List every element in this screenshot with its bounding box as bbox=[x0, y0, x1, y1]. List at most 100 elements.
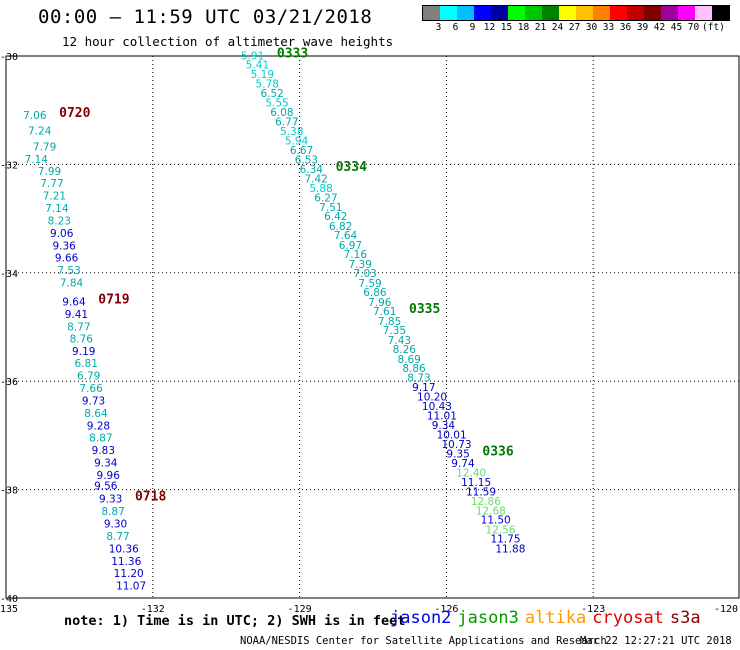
wave-height-value: 7.06 bbox=[23, 110, 47, 122]
wave-height-value: 10.20 bbox=[417, 392, 447, 404]
satellite-pass-track: 9.649.418.778.769.196.816.797.669.738.64… bbox=[62, 292, 129, 492]
wave-height-value: 10.01 bbox=[437, 430, 467, 442]
wave-height-value: 8.26 bbox=[393, 344, 417, 356]
wave-height-value: 6.42 bbox=[324, 211, 347, 223]
satellite-name-altika: altika bbox=[524, 608, 587, 628]
map-frame bbox=[5, 55, 740, 599]
wave-height-value: 6.53 bbox=[295, 154, 318, 166]
satellite-name-jason2: jason2 bbox=[390, 608, 452, 628]
wave-height-value: 7.59 bbox=[358, 278, 381, 290]
color-scale-legend bbox=[422, 5, 730, 21]
wave-height-value: 7.39 bbox=[349, 259, 372, 271]
page-title: 00:00 — 11:59 UTC 03/21/2018 bbox=[38, 6, 373, 28]
legend-tick-label: 12 bbox=[483, 22, 496, 33]
legend-tick-label: 3 bbox=[435, 22, 442, 33]
legend-tick-label: 9 bbox=[469, 22, 476, 33]
credit-text: NOAA/NESDIS Center for Satellite Applica… bbox=[240, 635, 607, 647]
satellite-name-jason3: jason3 bbox=[457, 608, 519, 628]
wave-height-value: 12.86 bbox=[471, 496, 501, 508]
wave-height-value: 5.19 bbox=[251, 69, 274, 81]
wave-height-value: 6.79 bbox=[77, 371, 100, 383]
wave-height-value: 8.69 bbox=[397, 354, 420, 366]
wave-height-value: 7.14 bbox=[25, 154, 49, 166]
wave-height-value: 9.28 bbox=[87, 420, 110, 432]
wave-height-value: 11.59 bbox=[466, 487, 496, 499]
wave-height-value: 9.33 bbox=[99, 494, 122, 506]
wave-height-value: 10.36 bbox=[109, 543, 139, 555]
wave-height-value: 9.34 bbox=[94, 457, 118, 469]
wave-height-value: 6.67 bbox=[290, 145, 313, 157]
lon-tick-label: -126 bbox=[434, 604, 458, 615]
wave-height-value: 9.73 bbox=[82, 396, 105, 408]
legend-swatch bbox=[542, 6, 559, 20]
wave-height-value: 12.56 bbox=[486, 525, 516, 537]
legend-tick-label: 27 bbox=[568, 22, 581, 33]
wave-height-value: 10.73 bbox=[442, 439, 472, 451]
wave-height-value: 7.84 bbox=[60, 277, 84, 289]
satellite-pass-track: 5.915.415.195.786.525.556.086.775.385.94… bbox=[241, 46, 318, 166]
wave-height-value: 12.68 bbox=[476, 506, 506, 518]
wave-height-value: 11.36 bbox=[111, 556, 141, 568]
legend-swatch bbox=[593, 6, 610, 20]
satellite-name-cryosat: cryosat bbox=[592, 608, 664, 628]
lat-tick-label: -38 bbox=[0, 486, 18, 497]
generated-timestamp: Mar 22 12:27:21 UTC 2018 bbox=[580, 635, 732, 647]
wave-height-value: 7.14 bbox=[45, 203, 69, 215]
lon-tick-label: -135 bbox=[0, 604, 18, 615]
legend-swatch bbox=[610, 6, 627, 20]
legend-swatch bbox=[491, 6, 508, 20]
wave-height-value: 9.06 bbox=[50, 228, 74, 240]
legend-tick-label: 45 bbox=[670, 22, 683, 33]
wave-height-value: 7.64 bbox=[334, 230, 358, 242]
wave-height-value: 7.51 bbox=[319, 202, 342, 214]
wave-height-value: 9.83 bbox=[92, 445, 115, 457]
page-subtitle: 12 hour collection of altimeter wave hei… bbox=[62, 34, 394, 49]
wave-height-value: 7.24 bbox=[28, 126, 52, 138]
wave-height-value: 7.96 bbox=[368, 297, 392, 309]
wave-height-value: 5.55 bbox=[265, 97, 288, 109]
wave-height-value: 11.50 bbox=[481, 515, 511, 527]
satellite-pass-track: 7.617.857.357.438.268.698.868.739.1710.2… bbox=[373, 302, 472, 451]
wave-height-value: 5.94 bbox=[285, 135, 309, 147]
lon-tick-label: -123 bbox=[581, 604, 605, 615]
legend-tick-label: 39 bbox=[636, 22, 649, 33]
wave-height-value: 9.41 bbox=[65, 309, 88, 321]
lat-tick-label: -40 bbox=[0, 594, 18, 605]
wave-height-value: 9.17 bbox=[412, 382, 435, 394]
satellite-name-s3a: s3a bbox=[669, 608, 701, 628]
wave-height-value: 7.21 bbox=[43, 191, 66, 203]
wave-height-value: 9.34 bbox=[432, 420, 456, 432]
wave-height-value: 11.75 bbox=[490, 534, 520, 546]
wave-height-value: 7.16 bbox=[344, 249, 368, 261]
wave-height-value: 7.53 bbox=[57, 265, 80, 277]
lat-tick-label: -32 bbox=[0, 160, 18, 171]
wave-height-value: 5.91 bbox=[241, 50, 264, 62]
wave-height-value: 7.66 bbox=[79, 383, 103, 395]
legend-tick-label: 15 bbox=[500, 22, 513, 33]
wave-height-value: 9.35 bbox=[446, 449, 469, 461]
legend-swatch bbox=[695, 6, 712, 20]
wave-height-value: 8.77 bbox=[106, 531, 129, 543]
legend-tick-label: 70 bbox=[687, 22, 700, 33]
wave-height-value: 9.74 bbox=[451, 458, 475, 470]
wave-height-value: 11.15 bbox=[461, 477, 491, 489]
pass-time-label: 0718 bbox=[135, 490, 166, 505]
pass-time-label: 0335 bbox=[409, 302, 440, 317]
legend-tick-label: 24 bbox=[551, 22, 564, 33]
wave-height-value: 7.77 bbox=[40, 178, 63, 190]
wave-height-value: 7.42 bbox=[304, 173, 327, 185]
legend-swatch bbox=[474, 6, 491, 20]
legend-swatch bbox=[457, 6, 474, 20]
legend-swatch bbox=[525, 6, 542, 20]
wave-height-value: 5.41 bbox=[246, 59, 269, 71]
wave-height-value: 8.77 bbox=[67, 321, 90, 333]
wave-height-value: 11.88 bbox=[495, 543, 525, 555]
wave-height-value: 5.78 bbox=[256, 78, 279, 90]
legend-tick-label: 36 bbox=[619, 22, 632, 33]
wave-height-value: 9.30 bbox=[104, 519, 127, 531]
legend-swatch bbox=[576, 6, 593, 20]
wave-height-value: 6.77 bbox=[275, 116, 298, 128]
wave-height-value: 11.01 bbox=[427, 411, 457, 423]
legend-swatch bbox=[440, 6, 457, 20]
